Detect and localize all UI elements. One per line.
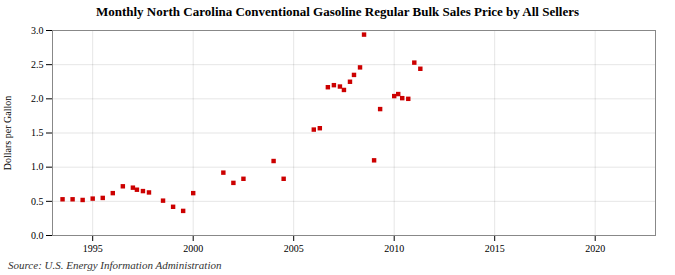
html-text:Monthly North Carolina Convent: Monthly North Carolina Conventional Gaso… — [96, 4, 579, 19]
svg-text:3.0: 3.0 — [31, 25, 44, 36]
svg-text:2015: 2015 — [485, 243, 505, 254]
svg-text:2005: 2005 — [284, 243, 304, 254]
html-text:Source: U.S. Energy Informatio: Source: U.S. Energy Information Administ… — [8, 259, 222, 271]
svg-text:2010: 2010 — [384, 243, 404, 254]
svg-text:2.5: 2.5 — [31, 59, 44, 70]
svg-text:2.0: 2.0 — [31, 93, 44, 104]
svg-text:2000: 2000 — [183, 243, 203, 254]
svg-text:1.5: 1.5 — [31, 127, 44, 138]
svg-text:1995: 1995 — [83, 243, 103, 254]
svg-text:0.5: 0.5 — [31, 196, 44, 207]
svg-text:1.0: 1.0 — [31, 161, 44, 172]
svg-text:2020: 2020 — [585, 243, 605, 254]
svg-text:Dollars per Gallon: Dollars per Gallon — [2, 96, 13, 170]
svg-text:0.0: 0.0 — [31, 230, 44, 241]
